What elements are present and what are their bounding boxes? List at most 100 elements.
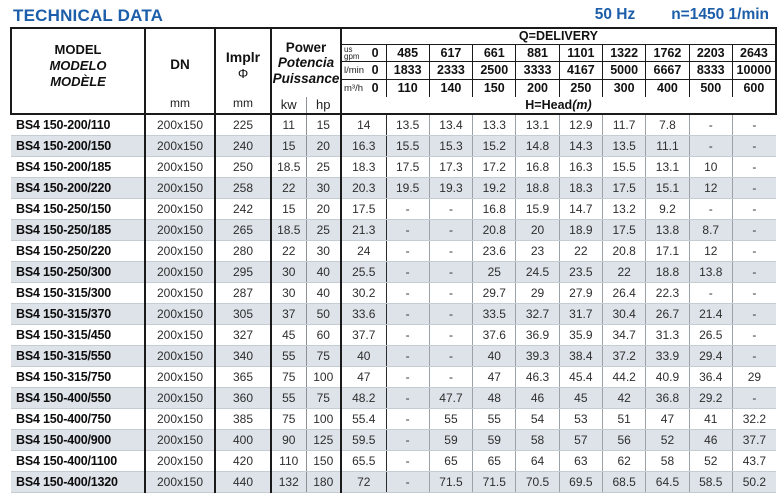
kw-cell: 45 (271, 324, 307, 346)
model-cell: BS4 150-200/150 (11, 135, 146, 157)
head-value-cell: 65 (472, 450, 517, 472)
kw-cell: 15 (271, 135, 307, 157)
head-value-cell: 11.1 (645, 135, 690, 157)
impeller-cell: 305 (215, 303, 272, 325)
head-value-cell: 62 (602, 450, 647, 472)
delivery-value: 6667 (645, 61, 690, 80)
hp-cell: 50 (306, 303, 343, 325)
hp-cell: 75 (306, 387, 343, 409)
dn-cell: 200x150 (145, 219, 216, 241)
head-value-cell: 22.3 (645, 282, 690, 304)
head-value-cell: 10 (689, 156, 733, 178)
delivery-value: 200 (515, 79, 560, 97)
delivery-zero-cell: l/min 0 (341, 61, 387, 80)
head-value-cell: 8.7 (689, 219, 733, 241)
delivery-zero-value: 0 (371, 81, 379, 96)
dn-cell: 200x150 (145, 177, 216, 199)
delivery-value: 1833 (386, 61, 430, 80)
kw-column-label: kw (271, 96, 307, 116)
table-row: BS4 150-250/220 200x150 280 22 30 24- -23.6 23 2… (11, 240, 776, 262)
head-unit: (m) (572, 97, 592, 112)
hp-cell: 15 (306, 114, 343, 136)
impeller-diameter-symbol: Φ (237, 65, 249, 81)
head-value-cell: 45.4 (559, 366, 604, 388)
impeller-cell: 420 (215, 450, 272, 472)
hp-cell: 40 (306, 261, 343, 283)
delivery-value: 150 (472, 79, 517, 97)
delivery-value: 600 (732, 79, 777, 97)
hp-cell: 75 (306, 345, 343, 367)
head-value-cell: 36.4 (689, 366, 733, 388)
delivery-section-header: Q=DELIVERY (341, 26, 777, 45)
table-row: BS4 150-315/550 200x150 340 55 75 40- -40 39.3 3… (11, 345, 776, 367)
head-value-cell: - (689, 282, 733, 304)
head-value-cell: - (386, 303, 430, 325)
table-row: BS4 150-315/300 200x150 287 30 40 30.2- -29.7 2… (11, 282, 776, 304)
head-value-cell: 15.5 (602, 156, 647, 178)
head-value-cell: 40.9 (645, 366, 690, 388)
head-value-cell: 63 (559, 450, 604, 472)
delivery-value: 2643 (732, 44, 777, 63)
impeller-cell: 365 (215, 366, 272, 388)
head-value-cell: - (689, 135, 733, 157)
head-value-cell: - (429, 303, 474, 325)
delivery-value: 2203 (689, 44, 733, 63)
table-row: BS4 150-250/150 200x150 242 15 20 17.5- -16.8 1… (11, 198, 776, 220)
hp-cell: 30 (306, 177, 343, 199)
head-value-cell: 23 (515, 240, 560, 262)
hp-cell: 25 (306, 156, 343, 178)
head-value-cell: - (429, 261, 474, 283)
head-value-cell: 12.9 (559, 114, 604, 136)
kw-cell: 132 (271, 471, 307, 493)
hp-cell: 100 (306, 366, 343, 388)
dn-unit-label: mm (170, 96, 190, 110)
model-cell: BS4 150-315/450 (11, 324, 146, 346)
impeller-cell: 440 (215, 471, 272, 493)
dn-cell: 200x150 (145, 324, 216, 346)
head-value-cell: 32.7 (515, 303, 560, 325)
dn-cell: 200x150 (145, 408, 216, 430)
head-value-cell: 47 (645, 408, 690, 430)
head-value-cell: - (732, 261, 776, 283)
head-value-cell: 9.2 (645, 198, 690, 220)
head-value-cell: 21.4 (689, 303, 733, 325)
table-row: BS4 150-315/750 200x150 365 75 100 47- -47 46.3… (11, 366, 776, 388)
head-value-cell: 46 (689, 429, 733, 451)
head-value-cell: 29 (515, 282, 560, 304)
delivery-value: 250 (559, 79, 604, 97)
head-value-cell: 15.5 (386, 135, 430, 157)
kw-cell: 11 (271, 114, 307, 136)
head-value-cell: 30.2 (341, 282, 387, 304)
delivery-zero-wrap: m³/h 0 (342, 81, 385, 96)
head-value-cell: 18.3 (559, 177, 604, 199)
impeller-cell: 287 (215, 282, 272, 304)
hp-cell: 20 (306, 198, 343, 220)
head-value-cell: 13.1 (515, 114, 560, 136)
head-value-cell: 50.2 (732, 471, 776, 493)
speed-label: n=1450 1/min (671, 6, 769, 23)
head-value-cell: 25.5 (341, 261, 387, 283)
head-value-cell: 32.2 (732, 408, 776, 430)
delivery-unit-top: us (344, 44, 353, 54)
head-value-cell: 14 (341, 114, 387, 136)
head-value-cell: 16.3 (559, 156, 604, 178)
head-value-cell: 16.8 (515, 156, 560, 178)
kw-cell: 18.5 (271, 219, 307, 241)
head-value-cell: 14.3 (559, 135, 604, 157)
head-value-cell: 69.5 (559, 471, 604, 493)
head-value-cell: 13.3 (472, 114, 517, 136)
kw-cell: 15 (271, 198, 307, 220)
impeller-cell: 250 (215, 156, 272, 178)
head-value-cell: 44.2 (602, 366, 647, 388)
model-cell: BS4 150-400/1100 (11, 450, 146, 472)
head-value-cell: 29.4 (689, 345, 733, 367)
kw-cell: 30 (271, 261, 307, 283)
head-value-cell: - (386, 366, 430, 388)
head-value-cell: - (386, 198, 430, 220)
head-value-cell: - (689, 198, 733, 220)
delivery-value: 3333 (515, 61, 560, 80)
head-value-cell: - (386, 219, 430, 241)
dn-cell: 200x150 (145, 114, 216, 136)
impeller-column-header: Implr Φ mm (215, 27, 272, 115)
head-value-cell: 25 (472, 261, 517, 283)
